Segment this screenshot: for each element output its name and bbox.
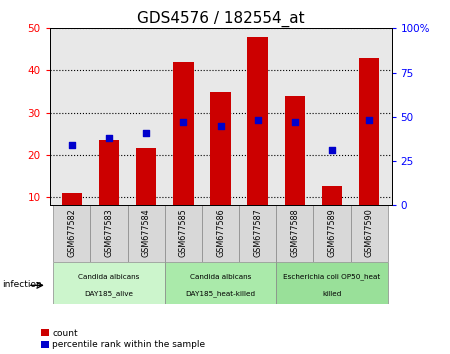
FancyBboxPatch shape bbox=[127, 205, 165, 262]
FancyBboxPatch shape bbox=[351, 205, 388, 262]
Text: GSM677590: GSM677590 bbox=[364, 208, 373, 257]
Title: GDS4576 / 182554_at: GDS4576 / 182554_at bbox=[137, 11, 304, 27]
Text: Candida albicans: Candida albicans bbox=[78, 274, 140, 280]
Text: GSM677589: GSM677589 bbox=[328, 208, 337, 257]
Text: GSM677587: GSM677587 bbox=[253, 208, 262, 257]
Bar bbox=[284, 96, 305, 205]
Text: GSM677582: GSM677582 bbox=[68, 208, 76, 257]
FancyBboxPatch shape bbox=[276, 262, 388, 304]
Point bbox=[365, 118, 373, 123]
Bar bbox=[99, 140, 119, 205]
Point bbox=[68, 142, 76, 148]
Point bbox=[254, 118, 261, 123]
Legend: count, percentile rank within the sample: count, percentile rank within the sample bbox=[40, 329, 205, 349]
Point bbox=[105, 135, 112, 141]
FancyBboxPatch shape bbox=[202, 205, 239, 262]
Point bbox=[180, 119, 187, 125]
Bar bbox=[62, 193, 82, 205]
Text: GSM677586: GSM677586 bbox=[216, 208, 225, 257]
Bar bbox=[173, 62, 194, 205]
FancyBboxPatch shape bbox=[53, 205, 90, 262]
FancyBboxPatch shape bbox=[165, 205, 202, 262]
Text: Escherichia coli OP50_heat: Escherichia coli OP50_heat bbox=[284, 273, 381, 280]
FancyBboxPatch shape bbox=[276, 205, 314, 262]
Text: GSM677588: GSM677588 bbox=[290, 208, 299, 257]
FancyBboxPatch shape bbox=[165, 262, 276, 304]
Text: DAY185_alive: DAY185_alive bbox=[85, 290, 134, 297]
Point bbox=[217, 123, 224, 129]
Point bbox=[291, 119, 298, 125]
Text: GSM677584: GSM677584 bbox=[142, 208, 151, 257]
Text: Candida albicans: Candida albicans bbox=[190, 274, 251, 280]
Point bbox=[143, 130, 150, 136]
Bar bbox=[359, 58, 379, 205]
Text: infection: infection bbox=[2, 280, 42, 290]
Bar bbox=[322, 186, 342, 205]
Text: killed: killed bbox=[322, 291, 342, 297]
FancyBboxPatch shape bbox=[314, 205, 351, 262]
Point bbox=[328, 148, 336, 153]
Text: GSM677585: GSM677585 bbox=[179, 208, 188, 257]
Bar bbox=[210, 92, 231, 205]
FancyBboxPatch shape bbox=[53, 262, 165, 304]
Text: GSM677583: GSM677583 bbox=[104, 208, 113, 257]
Bar bbox=[248, 37, 268, 205]
FancyBboxPatch shape bbox=[90, 205, 127, 262]
Bar bbox=[136, 148, 157, 205]
FancyBboxPatch shape bbox=[239, 205, 276, 262]
Text: DAY185_heat-killed: DAY185_heat-killed bbox=[185, 290, 256, 297]
